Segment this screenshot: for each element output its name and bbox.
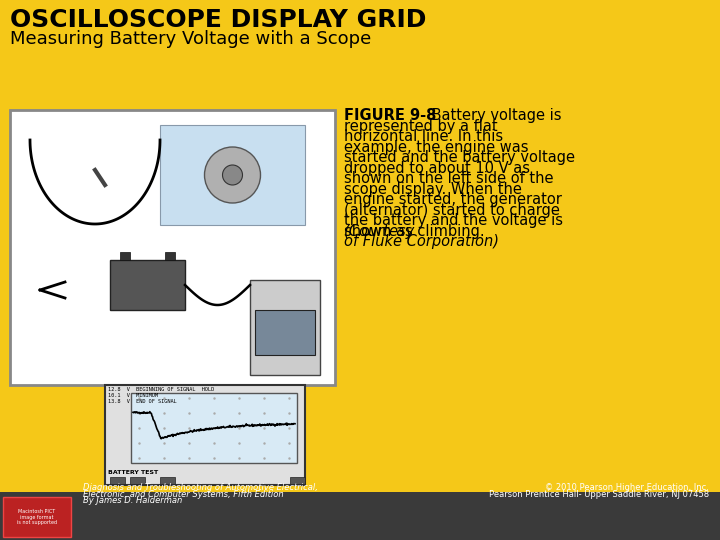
Bar bbox=[10, 110, 335, 385]
Bar bbox=[110, 477, 125, 484]
Circle shape bbox=[222, 165, 243, 185]
Text: Macintosh PICT
image format
is not supported: Macintosh PICT image format is not suppo… bbox=[17, 509, 57, 525]
Text: represented by a flat: represented by a flat bbox=[344, 118, 498, 133]
Text: Pearson Prentice Hall- Upper Saddle River, NJ 07458: Pearson Prentice Hall- Upper Saddle Rive… bbox=[489, 490, 709, 499]
Text: scope display. When the: scope display. When the bbox=[344, 181, 522, 197]
Text: Diagnosis and Troubleshooting of Automotive Electrical,: Diagnosis and Troubleshooting of Automot… bbox=[83, 483, 318, 492]
Text: By James D. Halderman: By James D. Halderman bbox=[83, 496, 182, 505]
Text: Battery voltage is: Battery voltage is bbox=[427, 108, 562, 123]
Text: the battery and the voltage is: the battery and the voltage is bbox=[344, 213, 563, 228]
Text: 10.1  V  MINIMUM: 10.1 V MINIMUM bbox=[108, 393, 158, 398]
Text: example, the engine was: example, the engine was bbox=[344, 139, 528, 154]
Text: FIGURE 9-8: FIGURE 9-8 bbox=[344, 108, 436, 123]
Text: OSCILLOSCOPE DISPLAY GRID: OSCILLOSCOPE DISPLAY GRID bbox=[10, 8, 426, 32]
Text: shown as climbing.: shown as climbing. bbox=[344, 224, 490, 239]
Bar bbox=[130, 477, 145, 484]
Text: dropped to about 10 V as: dropped to about 10 V as bbox=[344, 160, 530, 176]
Text: shown on the left side of the: shown on the left side of the bbox=[344, 171, 554, 186]
Text: © 2010 Pearson Higher Education, Inc.: © 2010 Pearson Higher Education, Inc. bbox=[545, 483, 709, 492]
Text: of Fluke Corporation): of Fluke Corporation) bbox=[344, 234, 499, 249]
Bar bbox=[160, 125, 305, 225]
Text: engine started, the generator: engine started, the generator bbox=[344, 192, 562, 207]
Bar bbox=[110, 260, 185, 310]
Bar bbox=[250, 280, 320, 375]
Text: Measuring Battery Voltage with a Scope: Measuring Battery Voltage with a Scope bbox=[10, 30, 372, 48]
Bar bbox=[0, 492, 720, 540]
Bar bbox=[255, 310, 315, 355]
Text: BATTERY TEST: BATTERY TEST bbox=[108, 470, 158, 475]
Text: (Courtesy: (Courtesy bbox=[344, 224, 415, 239]
Bar bbox=[160, 477, 175, 484]
Bar bbox=[131, 393, 297, 463]
Bar bbox=[120, 252, 130, 260]
Text: Electronic, and Computer Systems, Fifth Edition: Electronic, and Computer Systems, Fifth … bbox=[83, 490, 284, 499]
Text: 13.8  V  END OF SIGNAL: 13.8 V END OF SIGNAL bbox=[108, 399, 176, 404]
Bar bbox=[105, 385, 305, 485]
Text: horizontal line. In this: horizontal line. In this bbox=[344, 129, 503, 144]
Bar bbox=[290, 477, 305, 484]
Text: started and the battery voltage: started and the battery voltage bbox=[344, 150, 575, 165]
Text: 12.8  V  BEGINNING OF SIGNAL  HOLD: 12.8 V BEGINNING OF SIGNAL HOLD bbox=[108, 387, 215, 392]
Bar bbox=[165, 252, 175, 260]
Text: (alternator) started to charge: (alternator) started to charge bbox=[344, 202, 560, 218]
Circle shape bbox=[204, 147, 261, 203]
Bar bbox=[3, 497, 71, 537]
